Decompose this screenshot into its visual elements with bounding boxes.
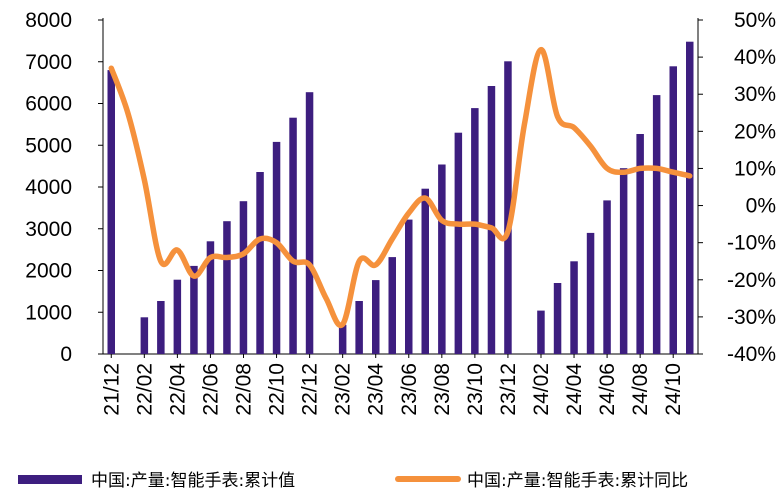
bar	[190, 265, 198, 354]
right-tick-label: -30%	[727, 306, 776, 329]
right-tick-label: -20%	[727, 269, 776, 292]
bar	[388, 257, 396, 354]
x-tick-label: 23/10	[464, 363, 487, 416]
bar	[173, 279, 182, 354]
left-tick-label: 3000	[25, 218, 72, 241]
legend-line-label: 中国:产量:智能手表:累计同比	[467, 471, 688, 491]
bar	[553, 283, 562, 354]
right-tick-label: 0%	[746, 195, 776, 218]
x-tick-label: 24/06	[596, 363, 619, 416]
left-tick-label: 6000	[25, 93, 72, 116]
left-tick-label: 1000	[25, 301, 72, 324]
bar	[570, 261, 578, 354]
right-tick-label: 40%	[734, 46, 776, 69]
x-tick-label: 23/12	[497, 363, 520, 416]
bar	[652, 95, 661, 354]
right-axis-ticks: -40% -30% -20% -10% 0% 10% 20% 30% 40% 50%	[698, 9, 776, 366]
bar	[636, 134, 644, 354]
right-tick-label: -40%	[727, 343, 776, 366]
right-tick-label: 30%	[734, 83, 776, 106]
bar	[487, 86, 496, 354]
line-series	[108, 46, 693, 329]
bar-series	[107, 41, 694, 355]
x-tick-label: 22/06	[199, 363, 222, 416]
x-tick-label: 22/02	[133, 363, 156, 416]
bar	[206, 241, 215, 354]
x-tick-label: 24/02	[530, 363, 553, 416]
bar	[669, 66, 677, 355]
left-tick-label: 0	[60, 343, 72, 366]
bar	[438, 164, 446, 354]
right-tick-label: -10%	[727, 232, 776, 255]
legend-bar-label: 中国:产量:智能手表:累计值	[91, 471, 295, 491]
bar	[157, 301, 165, 354]
bar	[355, 301, 363, 354]
bar	[471, 108, 479, 354]
bar	[338, 324, 347, 354]
yoy-line	[108, 46, 693, 329]
x-tick-label: 23/06	[398, 363, 421, 416]
x-tick-label: 24/04	[563, 363, 586, 416]
bar	[686, 41, 694, 354]
x-tick-label: 22/08	[233, 363, 256, 416]
x-tick-label: 21/12	[100, 363, 123, 416]
bar	[239, 201, 248, 354]
bar	[289, 117, 297, 354]
bar	[372, 280, 380, 354]
x-tick-label: 22/12	[299, 363, 322, 416]
left-tick-label: 7000	[25, 51, 72, 74]
right-tick-label: 10%	[734, 157, 776, 180]
bar	[256, 172, 264, 354]
bar	[272, 141, 281, 354]
bar	[140, 317, 149, 354]
legend: 中国:产量:智能手表:累计值 中国:产量:智能手表:累计同比	[18, 471, 688, 491]
x-tick-label: 22/04	[166, 363, 189, 416]
bar	[504, 61, 512, 355]
bar	[537, 310, 545, 354]
right-tick-label: 50%	[734, 9, 776, 32]
bar	[305, 92, 314, 354]
x-tick-label: 22/10	[266, 363, 289, 416]
bar	[223, 221, 231, 354]
left-tick-label: 5000	[25, 134, 72, 157]
left-tick-label: 2000	[25, 260, 72, 283]
left-tick-label: 4000	[25, 176, 72, 199]
bar	[107, 70, 115, 354]
legend-bar-swatch	[18, 475, 82, 484]
bar	[619, 168, 628, 354]
x-tick-label: 24/08	[629, 363, 652, 416]
left-axis-ticks: 0 1000 2000 3000 4000 5000 6000 7000 8000	[25, 9, 103, 366]
x-tick-label: 23/04	[365, 363, 388, 416]
x-axis-ticks: 21/12 22/02 22/04 22/06 22/08 22/10 22/12 23/02…	[100, 354, 685, 416]
bar	[454, 132, 463, 354]
x-tick-label: 23/08	[431, 363, 454, 416]
x-tick-label: 23/02	[332, 363, 355, 416]
bar	[421, 188, 429, 354]
bar	[586, 232, 595, 354]
left-tick-label: 8000	[25, 9, 72, 32]
bar	[405, 219, 413, 354]
axes	[102, 18, 699, 355]
bar	[603, 200, 611, 354]
x-tick-label: 24/10	[662, 363, 685, 416]
right-tick-label: 20%	[734, 120, 776, 143]
